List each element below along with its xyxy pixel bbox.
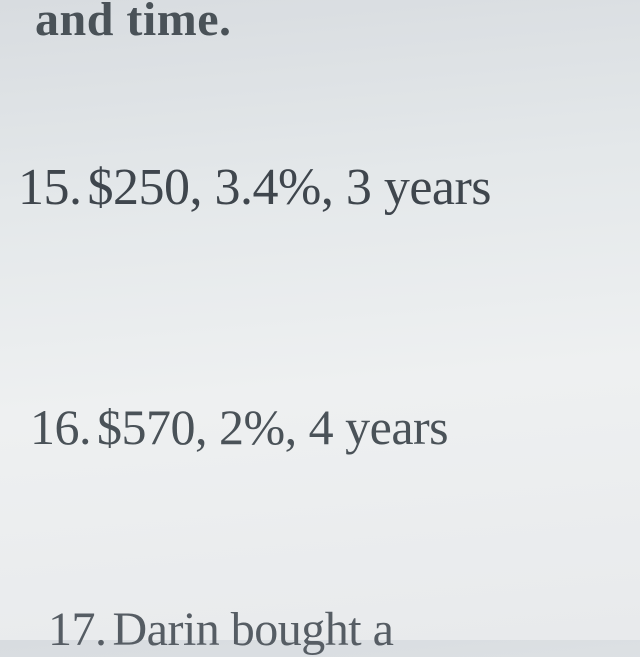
problem-number: 16.	[30, 399, 91, 455]
problem-15: 15.$250, 3.4%, 3 years	[18, 158, 491, 217]
problem-text: Darin bought a	[113, 603, 394, 656]
header-text: and time.	[35, 0, 232, 46]
problem-16: 16.$570, 2%, 4 years	[30, 398, 448, 456]
problem-number: 15.	[18, 159, 82, 216]
problem-number: 17.	[48, 603, 107, 656]
problem-text: $570, 2%, 4 years	[97, 399, 448, 455]
header-fragment: and time.	[35, 0, 232, 47]
problem-17: 17.Darin bought a	[48, 602, 393, 657]
problem-text: $250, 3.4%, 3 years	[88, 159, 492, 216]
textbook-page: and time. 15.$250, 3.4%, 3 years 16.$570…	[0, 0, 640, 640]
